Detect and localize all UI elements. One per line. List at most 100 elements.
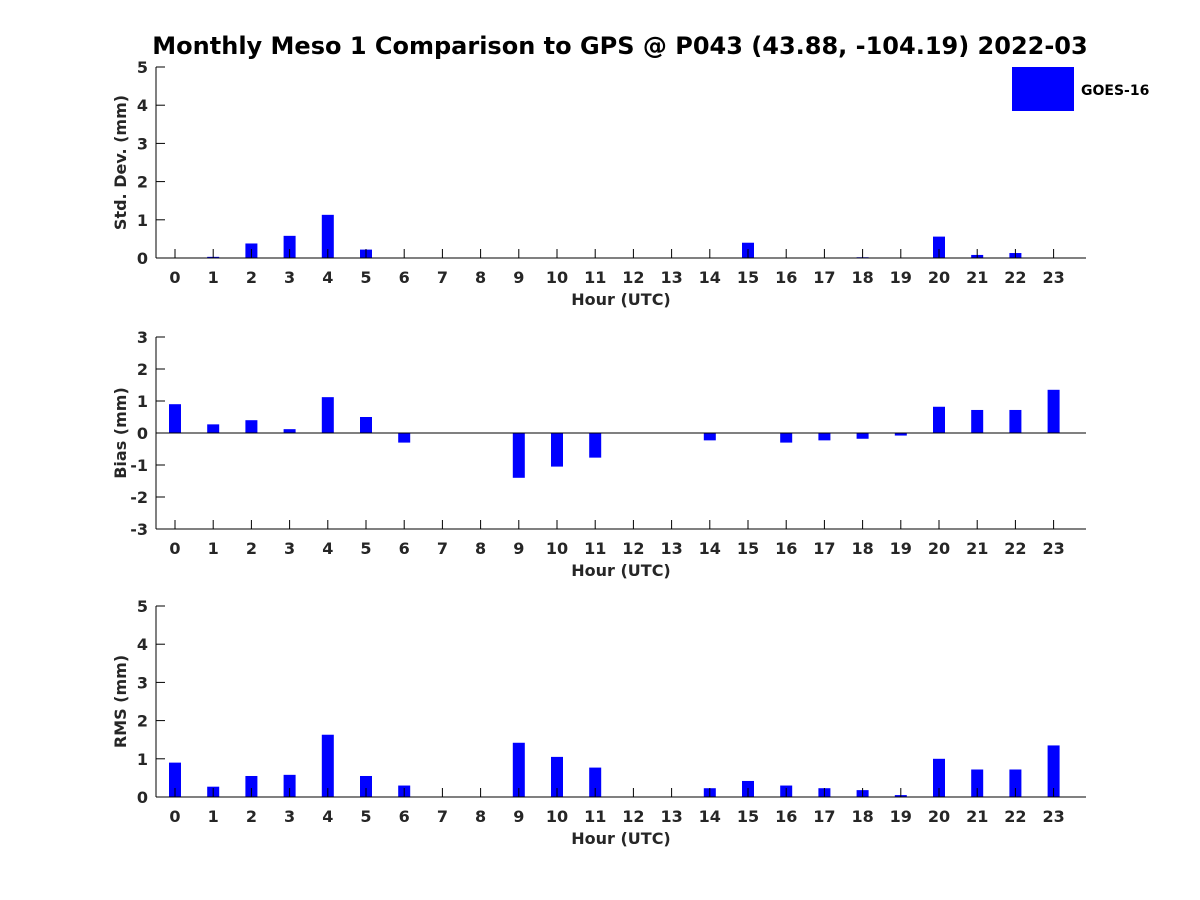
x-tick-label: 5 (360, 807, 371, 826)
x-tick-label: 23 (1042, 807, 1064, 826)
x-tick-label: 1 (208, 268, 219, 287)
bar-hour-21 (971, 409, 984, 433)
y-tick-label: 5 (137, 597, 148, 616)
x-tick-label: 13 (660, 268, 682, 287)
x-tick-label: 3 (284, 268, 295, 287)
bar-hour-4 (321, 397, 334, 433)
x-tick-label: 8 (475, 268, 486, 287)
x-tick-label: 17 (813, 807, 835, 826)
x-tick-label: 3 (284, 807, 295, 826)
y-tick-label: 3 (137, 328, 148, 347)
bar-hour-4 (321, 214, 334, 258)
bar-hour-3 (283, 235, 296, 258)
x-tick-label: 16 (775, 807, 797, 826)
bar-hour-3 (283, 429, 296, 433)
bar-hour-20 (933, 236, 945, 258)
x-tick-label: 14 (699, 539, 721, 558)
x-tick-label: 12 (622, 268, 644, 287)
bar-hour-9 (512, 742, 525, 797)
legend: GOES-16 (1012, 67, 1149, 111)
y-tick-label: 0 (137, 788, 148, 807)
x-tick-label: 6 (399, 807, 410, 826)
x-tick-label: 20 (928, 539, 950, 558)
x-tick-label: 3 (284, 539, 295, 558)
bar-hour-18 (856, 433, 869, 439)
bar-hour-5 (360, 775, 372, 797)
x-tick-label: 1 (208, 807, 219, 826)
x-tick-label: 21 (966, 807, 988, 826)
x-tick-label: 0 (169, 268, 180, 287)
x-tick-label: 7 (437, 539, 448, 558)
bar-hour-20 (933, 406, 945, 433)
x-tick-label: 12 (622, 539, 644, 558)
x-tick-label: 18 (851, 268, 873, 287)
bar-hour-0 (169, 762, 181, 797)
bar-hour-21 (971, 769, 984, 797)
x-tick-label: 2 (246, 268, 257, 287)
x-tick-label: 7 (437, 807, 448, 826)
y-tick-label: -2 (130, 488, 148, 507)
x-tick-label: 8 (475, 539, 486, 558)
y-tick-label: 3 (137, 134, 148, 153)
y-tick-label: 0 (137, 424, 148, 443)
x-tick-label: 17 (813, 268, 835, 287)
y-tick-label: 4 (137, 635, 148, 654)
x-tick-label: 21 (966, 539, 988, 558)
bar-hour-5 (360, 417, 372, 433)
x-tick-label: 2 (246, 539, 257, 558)
x-tick-label: 9 (513, 268, 524, 287)
x-tick-label: 2 (246, 807, 257, 826)
x-tick-label: 11 (584, 268, 606, 287)
bar-hour-22 (1009, 409, 1022, 433)
x-tick-label: 19 (890, 539, 912, 558)
bar-hour-10 (551, 433, 563, 467)
bar-hour-19 (894, 433, 907, 436)
bar-hour-22 (1009, 769, 1022, 797)
bar-hour-1 (207, 424, 220, 433)
legend-label: GOES-16 (1081, 83, 1149, 99)
x-tick-label: 9 (513, 539, 524, 558)
x-tick-label: 17 (813, 539, 835, 558)
bar-hour-4 (321, 734, 334, 797)
x-tick-label: 10 (546, 539, 568, 558)
y-tick-label: 2 (137, 173, 148, 192)
x-tick-label: 11 (584, 807, 606, 826)
x-tick-label: 5 (360, 539, 371, 558)
x-tick-label: 0 (169, 539, 180, 558)
x-tick-label: 22 (1004, 807, 1026, 826)
y-axis-label: RMS (mm) (111, 655, 130, 748)
y-tick-label: 1 (137, 392, 148, 411)
x-tick-label: 21 (966, 268, 988, 287)
bar-hour-0 (169, 404, 181, 433)
y-tick-label: 1 (137, 750, 148, 769)
bar-hour-14 (703, 433, 716, 441)
x-tick-label: 15 (737, 268, 759, 287)
bar-hour-17 (818, 433, 831, 441)
x-tick-label: 22 (1004, 268, 1026, 287)
x-tick-label: 23 (1042, 539, 1064, 558)
x-tick-label: 1 (208, 539, 219, 558)
bar-hour-16 (780, 433, 793, 443)
x-tick-label: 11 (584, 539, 606, 558)
bar-hour-2 (245, 420, 258, 433)
x-axis-label: Hour (UTC) (571, 829, 671, 848)
legend-swatch (1012, 67, 1074, 111)
bar-hour-2 (245, 775, 258, 797)
bar-hour-20 (933, 758, 945, 797)
x-tick-label: 16 (775, 268, 797, 287)
x-tick-label: 19 (890, 807, 912, 826)
x-tick-label: 15 (737, 539, 759, 558)
x-tick-label: 15 (737, 807, 759, 826)
y-tick-label: 5 (137, 58, 148, 77)
y-axis-label: Std. Dev. (mm) (111, 95, 130, 230)
x-tick-label: 9 (513, 807, 524, 826)
x-tick-label: 23 (1042, 268, 1064, 287)
x-tick-label: 19 (890, 268, 912, 287)
x-tick-label: 6 (399, 539, 410, 558)
x-tick-label: 20 (928, 268, 950, 287)
x-tick-label: 4 (322, 539, 333, 558)
